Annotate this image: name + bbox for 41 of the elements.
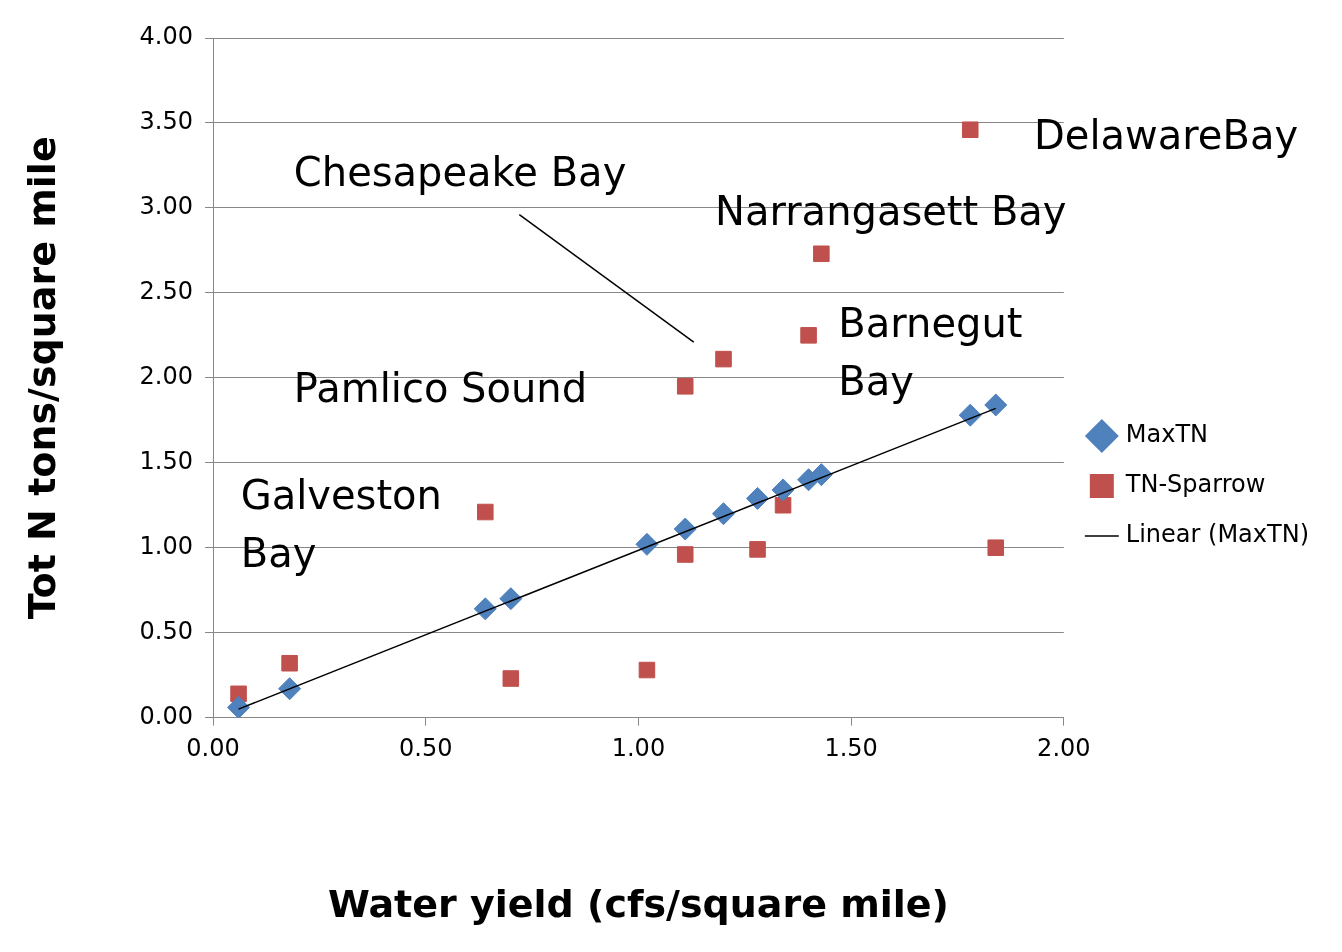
point bbox=[676, 378, 694, 395]
legend-label: Linear (MaxTN) bbox=[1125, 520, 1310, 549]
point bbox=[715, 350, 732, 368]
legend-label: MaxTN bbox=[1125, 420, 1209, 449]
point bbox=[638, 661, 656, 679]
point bbox=[961, 121, 979, 139]
y-tick-label: 0.00 bbox=[139, 701, 194, 730]
point bbox=[746, 486, 770, 510]
point bbox=[749, 541, 766, 558]
y-tick-label: 1.00 bbox=[139, 531, 194, 560]
point bbox=[987, 539, 1005, 556]
point bbox=[984, 393, 1008, 417]
y-tick-label: 3.00 bbox=[139, 192, 194, 221]
point bbox=[800, 327, 817, 344]
x-tick-label: 0.50 bbox=[399, 734, 453, 763]
x-tick-label: 1.50 bbox=[824, 734, 878, 763]
annotation: Galveston Bay bbox=[240, 471, 442, 576]
y-axis-title: Tot N tons/square mile bbox=[19, 136, 64, 620]
annotation: Pamlico Sound bbox=[293, 364, 588, 411]
point bbox=[281, 654, 298, 672]
y-tick-label: 4.00 bbox=[139, 22, 194, 51]
x-axis-title: Water yield (cfs/square mile) bbox=[327, 882, 949, 927]
point bbox=[502, 670, 520, 687]
annotation: Chesapeake Bay bbox=[293, 149, 627, 196]
y-tick-label: 1.50 bbox=[139, 446, 194, 475]
y-tick-label: 2.00 bbox=[139, 362, 194, 391]
annotation: Narrangasett Bay bbox=[715, 188, 1067, 235]
y-tick-label: 2.50 bbox=[139, 277, 194, 306]
y-tick-label: 0.50 bbox=[139, 616, 194, 645]
point bbox=[227, 695, 251, 718]
point bbox=[676, 546, 694, 563]
x-tick-label: 1.00 bbox=[611, 734, 666, 763]
point bbox=[477, 503, 494, 521]
legend-label: TN-Sparrow bbox=[1124, 470, 1266, 499]
point bbox=[774, 496, 792, 514]
annotation: Barnegut Bay bbox=[838, 300, 1023, 405]
y-tick-label: 3.50 bbox=[139, 107, 194, 136]
x-tick-label: 0.00 bbox=[186, 734, 240, 763]
point bbox=[813, 245, 830, 263]
annotation: DelawareBay bbox=[1034, 111, 1299, 158]
x-tick-label: 2.00 bbox=[1037, 734, 1091, 763]
